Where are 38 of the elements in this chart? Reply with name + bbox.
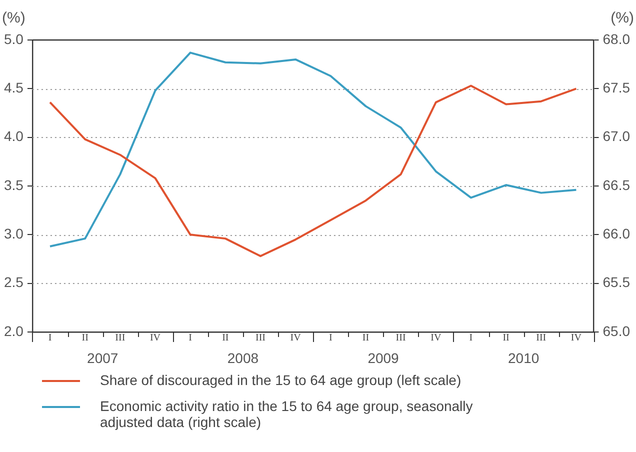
- y-tick-label: 5.0: [4, 30, 24, 47]
- x-tick-label: II: [82, 332, 88, 344]
- x-tick-label: I: [188, 332, 192, 344]
- x-tick-label: III: [255, 332, 266, 344]
- x-tick-label: I: [48, 332, 52, 344]
- text: 2009: [368, 350, 400, 366]
- y-tick-label: 4.5: [4, 80, 24, 96]
- y2-tick-label: 65.5: [602, 274, 630, 290]
- x-tick-label: II: [362, 332, 370, 344]
- x-tick-label: IV: [430, 332, 442, 344]
- legend-label: Share of discouraged in the 15 to 64 age group (left scale): [100, 372, 462, 388]
- x-tick-label: II: [222, 332, 229, 344]
- text: 2010: [508, 350, 540, 366]
- y-axis-title: (%): [2, 10, 26, 27]
- x-tick-label: IV: [570, 332, 582, 344]
- x-tick-label: I: [328, 332, 332, 344]
- x-tick-label: IV: [150, 332, 162, 344]
- text: 2008: [227, 350, 259, 366]
- y-tick-label: 4.0: [4, 128, 24, 144]
- x-tick-label: IV: [290, 332, 302, 344]
- y2-tick-label: 68.0: [602, 30, 630, 47]
- x-tick-label: III: [115, 332, 126, 344]
- y2-tick-label: 67.5: [602, 80, 630, 96]
- text: 2007: [87, 350, 118, 366]
- x-tick-label: III: [536, 332, 546, 344]
- x-tick-label: II: [502, 332, 510, 344]
- y2-tick-label: 66.5: [602, 176, 630, 193]
- y-tick-label: 3.0: [4, 226, 24, 242]
- y2-axis-title: (%): [610, 10, 634, 27]
- y-tick-label: 2.5: [4, 274, 24, 290]
- y2-tick-label: 67.0: [602, 128, 630, 144]
- y2-tick-label: 66.0: [602, 226, 630, 242]
- x-tick-label: I: [469, 332, 473, 344]
- y-tick-label: 3.5: [4, 176, 24, 193]
- x-tick-label: III: [396, 332, 406, 344]
- y2-tick-label: 65.0: [602, 322, 630, 339]
- y-tick-label: 2.0: [4, 322, 24, 339]
- legend-label: Economic activity ratio in the 15 to 64 age group, seasonally adjusted data (right scale): [100, 398, 474, 430]
